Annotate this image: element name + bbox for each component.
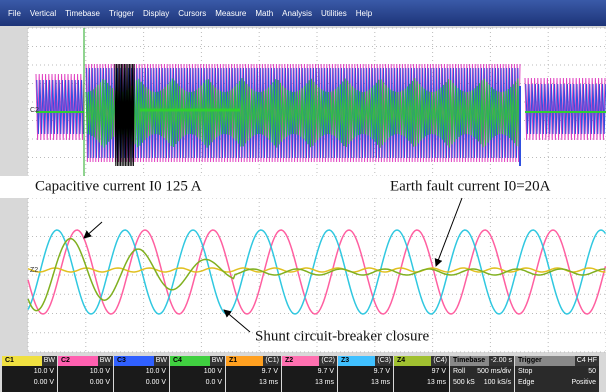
upper-trace-label: C2 [30,107,39,114]
trigger-setting: Positive [571,377,596,388]
channel-setting: 13 ms [394,377,449,388]
channel-header: Z4 (C4) [394,356,449,366]
channel-name: C2 [58,356,73,366]
channel-tag: BW [42,356,57,366]
timebase-setting: 500 kS [453,377,475,388]
annotation: Earth fault current I0=20A [390,178,551,194]
channel-name: C4 [170,356,185,366]
timebase-row: 500 kS 100 kS/s [450,377,514,388]
channel-name: Z1 [226,356,240,366]
channel-setting: 13 ms [282,377,337,388]
timebase-name: Timebase [450,356,488,366]
channel-name: Z3 [338,356,352,366]
timebase-value: -2.00 s [489,356,514,366]
channel-setting: 10.0 V [58,366,113,377]
trigger-row: Edge Positive [515,377,599,388]
channel-tag: (C1) [263,356,281,366]
channel-setting: 10.0 V [114,366,169,377]
annotation: Shunt circuit-breaker closure [255,328,429,344]
trigger-value: C4 HF [575,356,599,366]
lower-trace-label: Z2 [30,267,38,274]
menu-bar: File Vertical Timebase Trigger Display Cursor… [0,0,606,26]
channel-tag: BW [98,356,113,366]
channel-setting: 97 V [394,366,449,377]
channel-header: C1 BW [2,356,57,366]
menu-item[interactable]: Utilities [321,9,347,18]
timebase-setting: 100 kS/s [484,377,511,388]
menu-item[interactable]: Math [255,9,273,18]
annotation: Capacitive current I0 125 A [35,178,202,194]
menu-item[interactable]: Timebase [65,9,100,18]
channel-header: C3 BW [114,356,169,366]
menu-item[interactable]: Vertical [30,9,56,18]
trigger-setting: Edge [518,377,534,388]
channel-setting: 9.7 V [226,366,281,377]
menu-item[interactable]: Trigger [109,9,134,18]
channel-setting: 9.7 V [282,366,337,377]
scope-window: File Vertical Timebase Trigger Display Cursor… [0,0,606,392]
channel-name: Z4 [394,356,408,366]
menu-item[interactable]: Measure [215,9,246,18]
timebase-setting: Roll [453,366,465,377]
channel-name: C1 [2,356,17,366]
channel-setting: 0.00 V [2,377,57,388]
channel-header: Z1 (C1) [226,356,281,366]
scope-screen: C2 Z2 Capacitive current I0 125 A Earth … [0,26,606,356]
menu-item[interactable]: Display [143,9,169,18]
menu-item[interactable]: File [8,9,21,18]
trigger-setting: Stop [518,366,532,377]
timebase-setting: 500 ms/div [477,366,511,377]
channel-header: Z2 (C2) [282,356,337,366]
menu-item[interactable]: Cursors [178,9,206,18]
channel-tag: (C3) [375,356,393,366]
trigger-descriptor[interactable]: Trigger C4 HF Stop 50 Edge Positive [515,356,599,392]
timebase-row: Roll 500 ms/div [450,366,514,377]
channel-header: C4 BW [170,356,225,366]
trigger-name: Trigger [515,356,545,366]
menu-item[interactable]: Help [356,9,372,18]
channel-setting: 0.00 V [58,377,113,388]
channel-name: C3 [114,356,129,366]
channel-tag: BW [154,356,169,366]
channel-name: Z2 [282,356,296,366]
channel-tag: (C4) [431,356,449,366]
channel-setting: 13 ms [226,377,281,388]
channel-tag: (C2) [319,356,337,366]
timebase-header: Timebase-2.00 s [450,356,514,366]
trigger-header: Trigger C4 HF [515,356,599,366]
channel-setting: 0.0 V [170,377,225,388]
channel-header: Z3 (C3) [338,356,393,366]
channel-setting: 9.7 V [338,366,393,377]
channel-setting: 10.0 V [2,366,57,377]
channel-tag: BW [210,356,225,366]
channel-setting: 13 ms [338,377,393,388]
trigger-setting: 50 [588,366,596,377]
trigger-row: Stop 50 [515,366,599,377]
channel-setting: 100 V [170,366,225,377]
channel-header: C2 BW [58,356,113,366]
channel-setting: 0.00 V [114,377,169,388]
menu-item[interactable]: Analysis [282,9,312,18]
